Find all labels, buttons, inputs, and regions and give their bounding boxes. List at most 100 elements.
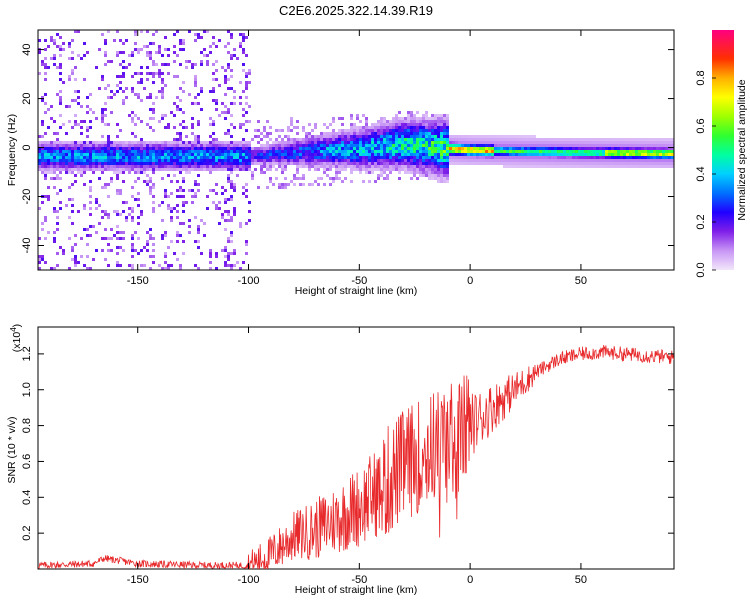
spectrogram-cell [335,165,338,168]
spectrogram-cell [272,147,275,150]
spectrogram-cell [638,165,641,168]
spectrogram-cell [368,156,371,159]
spectrogram-cell [338,132,341,135]
spectrogram-cell [557,162,560,165]
spectrogram-cell [293,177,296,180]
spectrogram-cell [101,141,104,144]
spectrogram-cell [242,141,245,144]
spectrogram-cell [485,138,488,141]
spectrogram-cell [215,150,218,153]
spectrogram-cell [278,162,281,165]
spectrogram-cell [227,213,230,216]
spectrogram-cell [392,135,395,138]
spectrogram-cell [224,93,227,96]
spectrogram-cell [407,165,410,168]
spectrogram-cell [176,153,179,156]
spectrogram-cell [416,168,419,171]
spectrogram-cell [131,267,134,270]
snr-x-tick-label: -100 [238,574,260,586]
spectrogram-cell [422,132,425,135]
spectrogram-cell [188,141,191,144]
spectrogram-cell [59,72,62,75]
spectrogram-cell [161,72,164,75]
spectrogram-cell [170,147,173,150]
spectrogram-cell [434,168,437,171]
spectrogram-cell [305,153,308,156]
spectrogram-cell [236,156,239,159]
spectrogram-cell [614,150,617,153]
spectrogram-cell [215,147,218,150]
spectrogram-cell [53,150,56,153]
spectrogram-cell [491,147,494,150]
spectrogram-cell [278,129,281,132]
spectrogram-cell [671,150,674,153]
spectrogram-cell [116,246,119,249]
spectrogram-cell [569,153,572,156]
spectrogram-cell [329,135,332,138]
spectrogram-cell [122,66,125,69]
spectrogram-cell [551,159,554,162]
spectrogram-cell [266,120,269,123]
spectrogram-cell [158,153,161,156]
spectrogram-cell [164,150,167,153]
spectrogram-cell [266,150,269,153]
spectrogram-cell [356,150,359,153]
spectrogram-cell [44,195,47,198]
spectrogram-cell [209,267,212,270]
spectrogram-cell [413,147,416,150]
spectrogram-frame [37,29,675,271]
spectrogram-cell [173,141,176,144]
spectrogram-cell [131,234,134,237]
spectrogram-cell [635,159,638,162]
spectrogram-cell [119,171,122,174]
spectrogram-cell [644,144,647,147]
spectrogram-cell [173,168,176,171]
spectrogram-cell [443,120,446,123]
spectrogram-cell [458,153,461,156]
spectrogram-cell [194,240,197,243]
spectrogram-cell [416,111,419,114]
spectrogram-cell [392,123,395,126]
spectrogram-cell [278,135,281,138]
spectrogram-cell [512,162,515,165]
spectrogram-cell [110,144,113,147]
spectrogram-cell [395,159,398,162]
spectrogram-cell [179,165,182,168]
spectrogram-cell [137,159,140,162]
spectrogram-cell [152,147,155,150]
spectrogram-cell [446,144,449,147]
spectrogram-cell [374,141,377,144]
spectrogram-cell [323,183,326,186]
spectrogram-cell [233,90,236,93]
spectrogram-cell [557,141,560,144]
spectrogram-cell [224,156,227,159]
spectrogram-cell [362,126,365,129]
spectrogram-cell [194,138,197,141]
spectrogram-cell [575,153,578,156]
spectrogram-cell [308,156,311,159]
spectrogram-cell [545,147,548,150]
spectrogram-cell [383,129,386,132]
spectrogram-cell [173,174,176,177]
spectrogram-cell [482,141,485,144]
spectrogram-cell [158,162,161,165]
spectrogram-cell [356,162,359,165]
spectrogram-cell [221,249,224,252]
spectrogram-cell [164,36,167,39]
colorbar-tick-label: 0.8 [695,70,707,85]
spectrogram-cell [125,147,128,150]
spectrogram-cell [353,153,356,156]
spectrogram-cell [143,156,146,159]
spectrogram-cell [656,147,659,150]
spectrogram-cell [407,171,410,174]
spectrogram-cell [311,183,314,186]
spectrogram-cell [101,75,104,78]
spectrogram-cell [224,201,227,204]
spectrogram-cell [413,129,416,132]
spectrogram-cell [74,162,77,165]
spectrogram-cell [350,156,353,159]
spectrogram-cell [296,120,299,123]
spectrogram-cell [86,153,89,156]
spectrogram-cell [38,147,41,150]
spectrogram-cell [398,168,401,171]
